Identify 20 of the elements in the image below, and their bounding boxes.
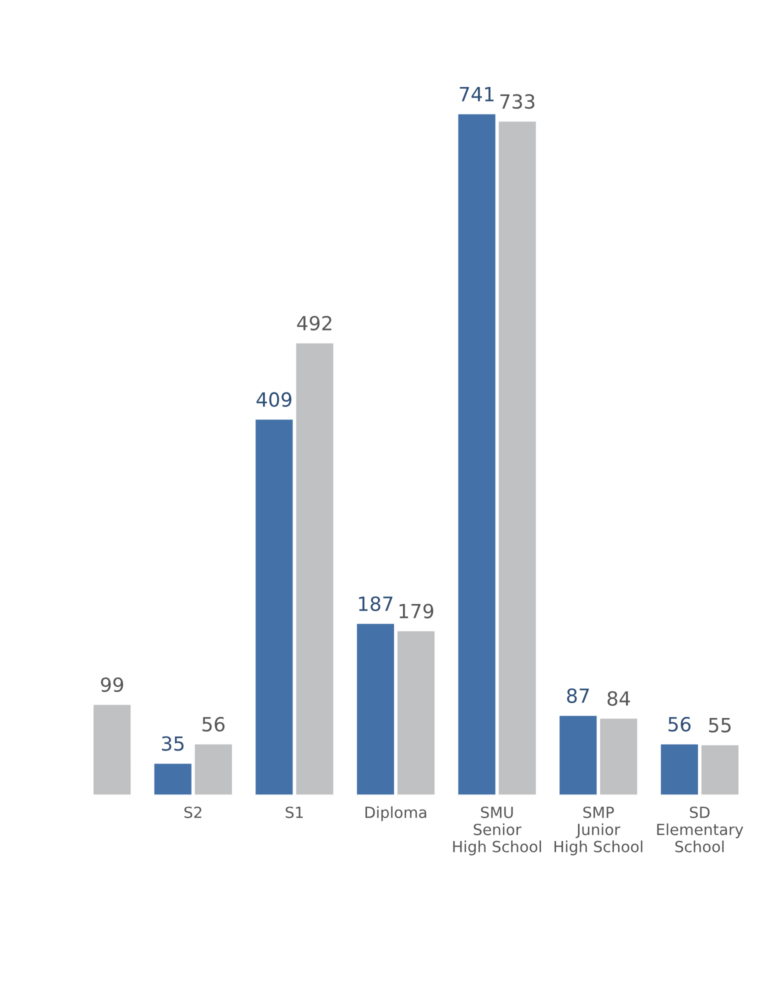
x-tick-label: S2 — [184, 806, 202, 818]
x-tick-label: SD Elementary School — [657, 806, 744, 852]
bar — [92, 703, 132, 796]
x-tick-label: Diploma — [365, 806, 426, 822]
data-label: 187 — [359, 596, 392, 612]
data-label: 179 — [400, 604, 434, 618]
data-label: 84 — [608, 691, 630, 706]
data-label: 733 — [500, 94, 534, 109]
data-label: 55 — [709, 718, 731, 733]
x-tick-label: S1 — [286, 806, 303, 818]
data-label: 99 — [100, 677, 124, 692]
data-label: 56 — [668, 716, 691, 732]
data-label: 87 — [567, 688, 589, 704]
data-label: 492 — [297, 316, 332, 331]
data-label: 56 — [202, 716, 225, 732]
data-label: 741 — [460, 87, 494, 102]
x-tick-label: SMU Senior High School — [453, 806, 541, 856]
data-label: 409 — [256, 392, 292, 407]
data-label: 35 — [162, 736, 184, 751]
x-tick-label: SMP Junior High School — [554, 806, 642, 856]
